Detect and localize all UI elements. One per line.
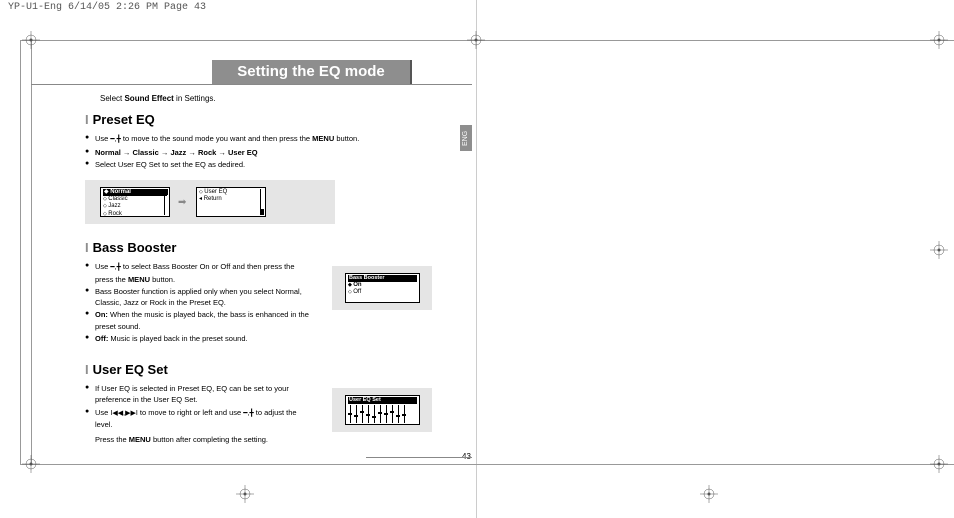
print-header: YP-U1-Eng 6/14/05 2:26 PM Page 43	[0, 0, 954, 15]
crop-mark-icon	[22, 31, 40, 49]
page-title: Setting the EQ mode	[212, 60, 412, 84]
crop-mark-icon	[930, 455, 948, 473]
intro-text: Select Sound Effect in Settings.	[100, 94, 216, 103]
section-bass-booster: IBass Booster Use ━,╋ to select Bass Boo…	[85, 240, 315, 345]
crop-mark-icon	[930, 241, 948, 259]
bullet: Select User EQ Set to set the EQ as dedi…	[85, 159, 359, 170]
eq-sliders	[348, 404, 417, 423]
crop-mark-icon	[236, 485, 254, 503]
title-rule	[31, 84, 472, 85]
bullet: Bass Booster function is applied only wh…	[85, 286, 315, 309]
lcd-preset-right: User EQ ◂ Return	[196, 187, 266, 217]
section-title: IBass Booster	[85, 240, 315, 255]
page-number-rule	[366, 457, 472, 458]
crop-mark-icon	[22, 455, 40, 473]
arrow-right-icon: ➡	[178, 197, 186, 208]
bullet: Use ━,╋ to move to the sound mode you wa…	[85, 133, 359, 146]
bullet: Use I◀◀,▶▶I to move to right or left and…	[85, 407, 315, 446]
lcd-preset-left: ◆ Normal Classic Jazz Rock	[100, 187, 170, 217]
crop-mark-icon	[467, 31, 485, 49]
minus-plus-icon: ━,╋	[110, 264, 120, 271]
section-title: IPreset EQ	[85, 112, 359, 127]
bullet: Use ━,╋ to select Bass Booster On or Off…	[85, 261, 315, 285]
bullet: Normal → Classic → Jazz → Rock → User EQ	[85, 147, 359, 158]
bullet: On: When the music is played back, the b…	[85, 309, 315, 332]
section-title: IUser EQ Set	[85, 362, 315, 377]
bullet: Off: Music is played back in the preset …	[85, 333, 315, 344]
section-preset-eq: IPreset EQ Use ━,╋ to move to the sound …	[85, 112, 359, 171]
lcd-bass: Bass Booster On Off	[345, 273, 420, 303]
minus-plus-icon: ━,╋	[243, 410, 253, 417]
prev-next-icon: I◀◀,▶▶I	[110, 410, 137, 417]
crop-mark-icon	[930, 31, 948, 49]
minus-plus-icon: ━,╋	[110, 136, 120, 143]
language-tab: ENG	[460, 125, 472, 151]
bullet: If User EQ is selected in Preset EQ, EQ …	[85, 383, 315, 406]
lcd-user-eq: User EQ Set	[345, 395, 420, 425]
section-user-eq-set: IUser EQ Set If User EQ is selected in P…	[85, 362, 315, 447]
crop-mark-icon	[700, 485, 718, 503]
